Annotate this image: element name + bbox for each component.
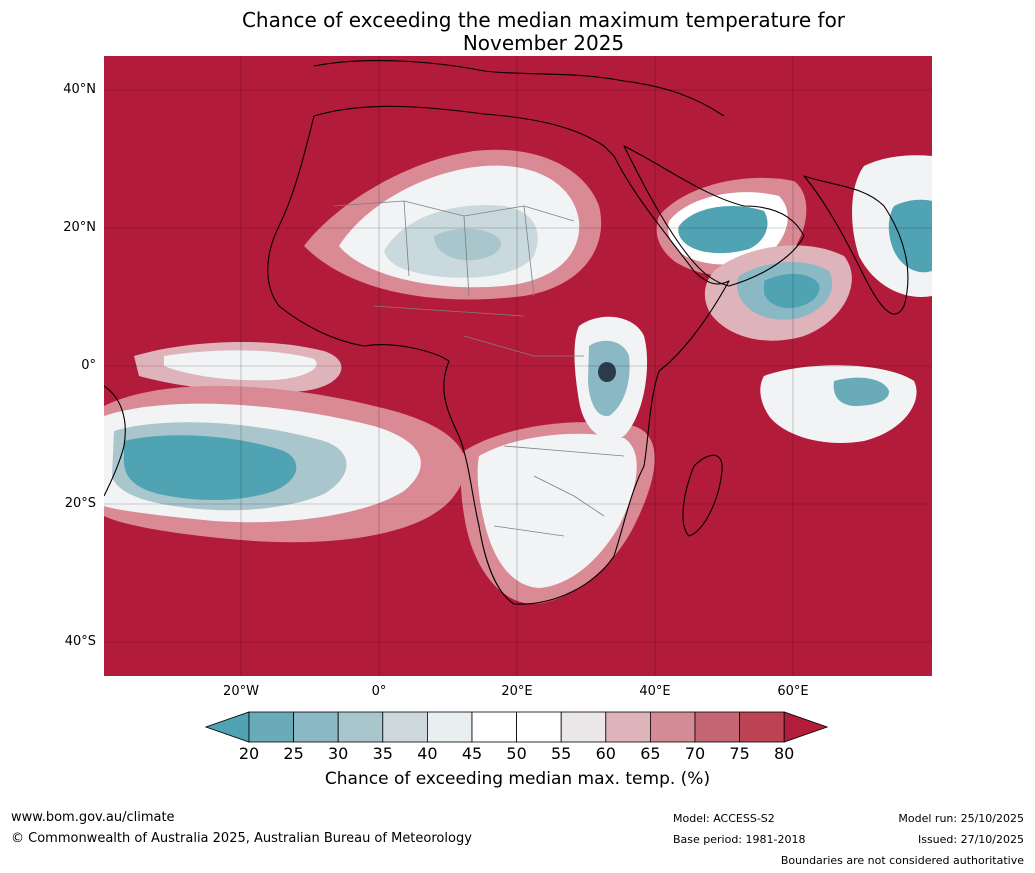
- lake-victoria: [598, 362, 616, 382]
- footer-url[interactable]: www.bom.gov.au/climate: [11, 810, 175, 825]
- footer-copyright: © Commonwealth of Australia 2025, Austra…: [11, 831, 472, 846]
- colorbar-cell: [338, 712, 383, 742]
- colorbar-tick-label: 35: [363, 744, 403, 763]
- colorbar-cell: [517, 712, 562, 742]
- colorbar-cell: [294, 712, 339, 742]
- colorbar-tick-label: 50: [497, 744, 537, 763]
- colorbar-cell: [650, 712, 695, 742]
- colorbar-tick-label: 45: [452, 744, 492, 763]
- lon-label-40e: 40°E: [615, 684, 695, 699]
- title-line-1: Chance of exceeding the median maximum t…: [0, 9, 1035, 32]
- forecast-map: [104, 56, 932, 676]
- colorbar-cell: [427, 712, 472, 742]
- lat-label-eq: 0°: [50, 358, 96, 373]
- footer-base-period: Base period: 1981-2018: [673, 833, 805, 846]
- colorbar-cell: [695, 712, 740, 742]
- colorbar-label: Chance of exceeding median max. temp. (%…: [0, 769, 1035, 789]
- colorbar-tick-label: 65: [630, 744, 670, 763]
- colorbar-cell: [740, 712, 785, 742]
- lon-label-0: 0°: [339, 684, 419, 699]
- colorbar-tick-label: 30: [318, 744, 358, 763]
- colorbar-cell: [606, 712, 651, 742]
- lat-label-40s: 40°S: [50, 634, 96, 649]
- colorbar-tick-label: 80: [764, 744, 804, 763]
- colorbar-arrow-high: [784, 712, 827, 742]
- colorbar: [205, 711, 829, 743]
- lat-label-20n: 20°N: [50, 220, 96, 235]
- colorbar-tick-label: 70: [675, 744, 715, 763]
- colorbar-arrow-low: [206, 712, 249, 742]
- colorbar-tick-label: 20: [229, 744, 269, 763]
- colorbar-cell: [561, 712, 606, 742]
- colorbar-tick-label: 25: [274, 744, 314, 763]
- colorbar-tick-label: 55: [541, 744, 581, 763]
- colorbar-cell: [249, 712, 294, 742]
- colorbar-cell: [383, 712, 428, 742]
- lat-label-40n: 40°N: [50, 82, 96, 97]
- colorbar-tick-label: 60: [586, 744, 626, 763]
- chart-title: Chance of exceeding the median maximum t…: [0, 9, 1035, 55]
- lon-label-60e: 60°E: [753, 684, 833, 699]
- footer-disclaimer: Boundaries are not considered authoritat…: [781, 854, 1024, 867]
- lon-label-20e: 20°E: [477, 684, 557, 699]
- footer-issued: Issued: 27/10/2025: [918, 833, 1024, 846]
- lon-label-20w: 20°W: [201, 684, 281, 699]
- lat-label-20s: 20°S: [50, 496, 96, 511]
- footer-model-run: Model run: 25/10/2025: [898, 812, 1024, 825]
- colorbar-tick-label: 40: [407, 744, 447, 763]
- colorbar-cell: [472, 712, 517, 742]
- footer-model: Model: ACCESS-S2: [673, 812, 775, 825]
- colorbar-tick-label: 75: [720, 744, 760, 763]
- title-line-2: November 2025: [0, 32, 1035, 55]
